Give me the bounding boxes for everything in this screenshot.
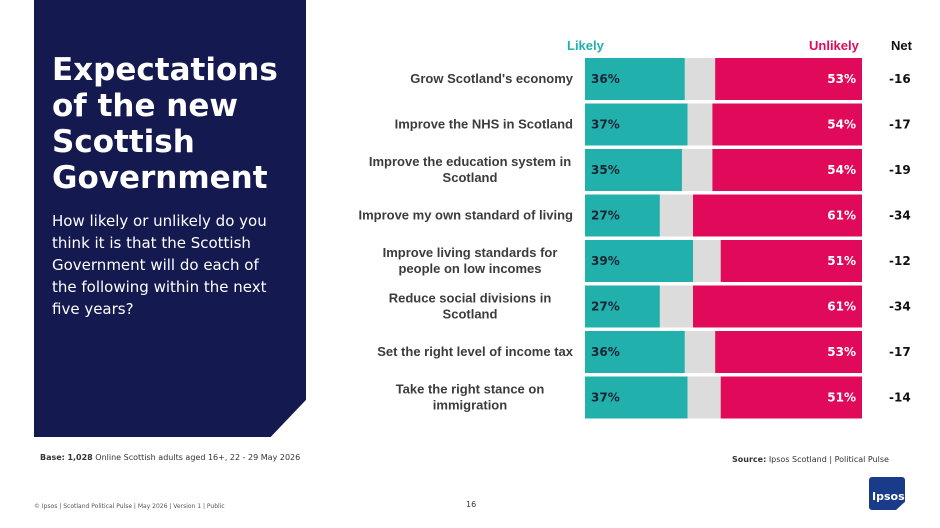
- net-header: Net: [891, 38, 912, 53]
- bar-likely: [585, 103, 688, 146]
- question-text: How likely or unlikely do you think it i…: [52, 212, 267, 318]
- base-text: Online Scottish adults aged 16+, 22 - 29…: [95, 453, 301, 462]
- source-text: Ipsos Scotland | Political Pulse: [768, 455, 889, 464]
- source-label: Source:: [732, 455, 767, 464]
- category-label: Set the right level of income tax: [377, 344, 574, 359]
- ipsos-logo: Ipsos: [869, 477, 905, 510]
- source-note: Source: Ipsos Scotland | Political Pulse: [732, 455, 889, 464]
- data-label-likely: 39%: [591, 254, 620, 268]
- data-label-likely: 37%: [591, 118, 620, 132]
- bar-unlikely: [715, 58, 862, 100]
- data-label-likely: 36%: [591, 345, 620, 359]
- net-value: -19: [889, 163, 911, 177]
- net-value: -14: [889, 391, 911, 405]
- bar-unlikely: [693, 285, 862, 328]
- bar-unlikely: [693, 194, 862, 237]
- net-value: -34: [889, 300, 911, 314]
- data-label-unlikely: 53%: [827, 345, 856, 359]
- data-label-likely: 37%: [591, 391, 620, 405]
- net-value: -34: [889, 209, 911, 223]
- category-label: Grow Scotland's economy: [410, 71, 574, 86]
- bar-unlikely: [720, 240, 862, 282]
- legend-unlikely: Unlikely: [809, 38, 859, 53]
- legend-likely: Likely: [567, 38, 604, 53]
- data-label-likely: 36%: [591, 72, 620, 86]
- bar-likely: [585, 194, 660, 237]
- net-value: -17: [889, 118, 911, 132]
- bar-likely: [585, 58, 685, 100]
- base-label: Base:: [40, 453, 65, 462]
- data-label-unlikely: 51%: [827, 254, 856, 268]
- category-label: Reduce social divisions in Scotland: [389, 291, 552, 322]
- data-label-unlikely: 54%: [827, 163, 856, 177]
- data-label-likely: 35%: [591, 163, 620, 177]
- base-value: 1,028: [67, 453, 93, 462]
- page-number: 16: [466, 500, 477, 509]
- bar-unlikely: [712, 149, 862, 191]
- data-label-unlikely: 51%: [827, 391, 856, 405]
- category-label: Improve living standards for people on lo…: [383, 245, 558, 276]
- category-label: Take the right stance on immigration: [396, 382, 545, 413]
- bar-likely: [585, 240, 694, 282]
- net-value: -16: [889, 72, 911, 86]
- data-label-unlikely: 61%: [827, 209, 856, 223]
- data-label-unlikely: 61%: [827, 300, 856, 314]
- category-label: Improve the education system in Scotland: [369, 154, 571, 185]
- category-label: Improve the NHS in Scotland: [395, 117, 573, 132]
- logo-text: Ipsos: [872, 490, 905, 503]
- net-value: -12: [889, 254, 911, 268]
- bar-unlikely: [712, 103, 862, 146]
- bar-likely: [585, 376, 688, 419]
- bar-likely: [585, 149, 682, 191]
- data-label-unlikely: 53%: [827, 72, 856, 86]
- category-label: Improve my own standard of living: [358, 208, 573, 223]
- net-value: -17: [889, 345, 911, 359]
- bar-unlikely: [715, 331, 862, 373]
- base-note: Base: 1,028 Online Scottish adults aged …: [40, 453, 300, 462]
- title-panel: Expectations of the new Scottish Governm…: [34, 0, 306, 437]
- data-label-likely: 27%: [591, 300, 620, 314]
- page-title: Expectations of the new Scottish Governm…: [52, 52, 278, 196]
- bar-likely: [585, 285, 660, 328]
- data-label-likely: 27%: [591, 209, 620, 223]
- bar-unlikely: [720, 376, 862, 419]
- data-label-unlikely: 54%: [827, 118, 856, 132]
- footer-text: © Ipsos | Scotland Political Pulse | May…: [34, 503, 225, 510]
- bar-likely: [585, 331, 685, 373]
